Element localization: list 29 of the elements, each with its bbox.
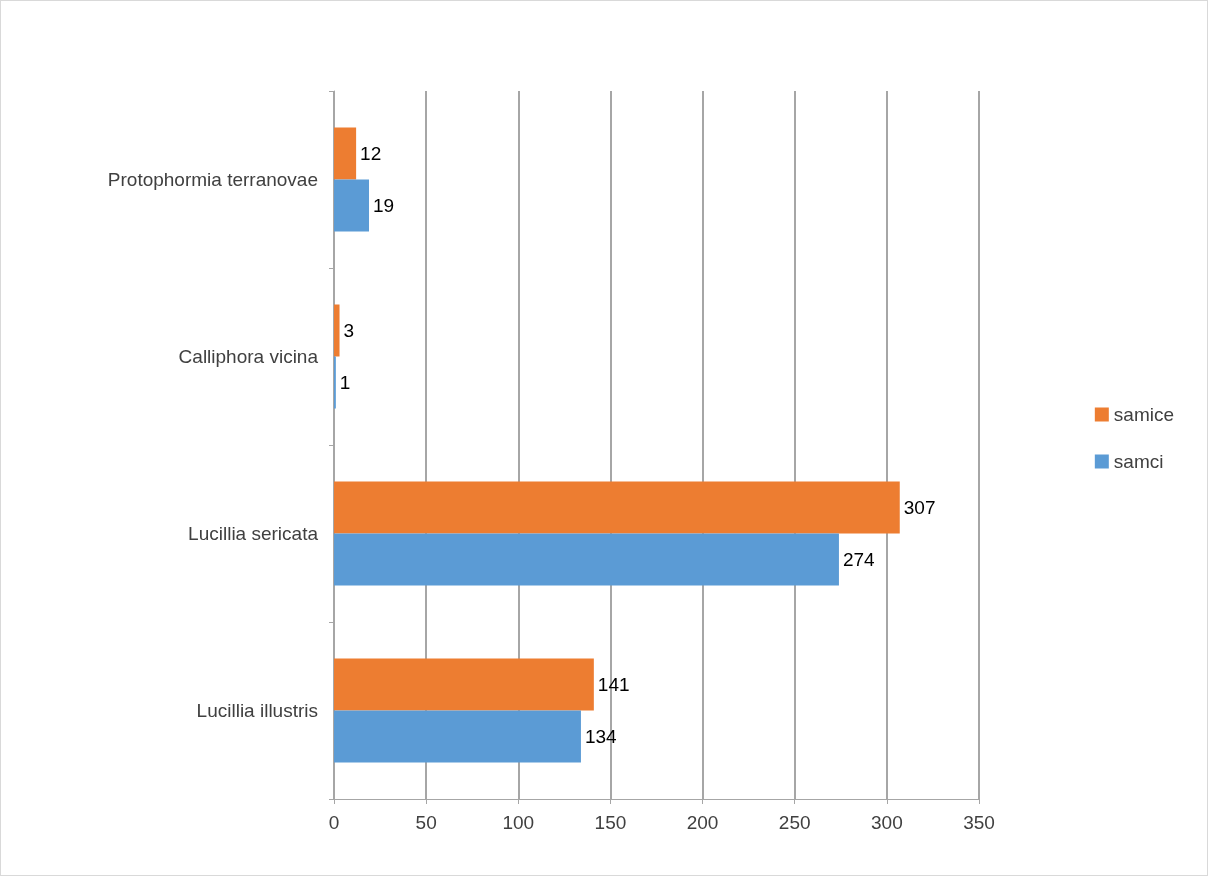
data-label: 19 <box>373 195 395 216</box>
y-tick-label: Protophormia terranovae <box>107 169 318 190</box>
x-tick-label: 50 <box>415 812 437 833</box>
x-tick-label: 250 <box>778 812 811 833</box>
bar <box>334 533 839 586</box>
legend-label: samci <box>1113 451 1164 472</box>
data-label: 274 <box>842 549 876 570</box>
bar <box>334 658 594 711</box>
data-label: 134 <box>584 726 618 747</box>
bar <box>334 481 900 534</box>
legend-label: samice <box>1113 404 1175 425</box>
data-label: 1 <box>339 372 351 393</box>
data-label: 3 <box>343 320 355 341</box>
y-tick-label: Lucillia illustris <box>196 700 318 721</box>
data-label: 12 <box>360 143 382 164</box>
x-tick-label: 350 <box>963 812 995 833</box>
x-tick-label: 0 <box>328 812 340 833</box>
x-tick-label: 150 <box>594 812 627 833</box>
data-label: 141 <box>597 674 630 695</box>
x-tick-label: 100 <box>502 812 535 833</box>
bar <box>334 304 340 357</box>
bar <box>334 710 581 763</box>
bar <box>334 127 357 180</box>
x-tick-label: 200 <box>686 812 719 833</box>
data-label: 307 <box>903 497 936 518</box>
y-tick-label: Calliphora vicina <box>178 346 319 367</box>
y-tick-label: Lucillia sericata <box>188 523 319 544</box>
bar <box>334 179 370 232</box>
x-tick-label: 300 <box>871 812 903 833</box>
